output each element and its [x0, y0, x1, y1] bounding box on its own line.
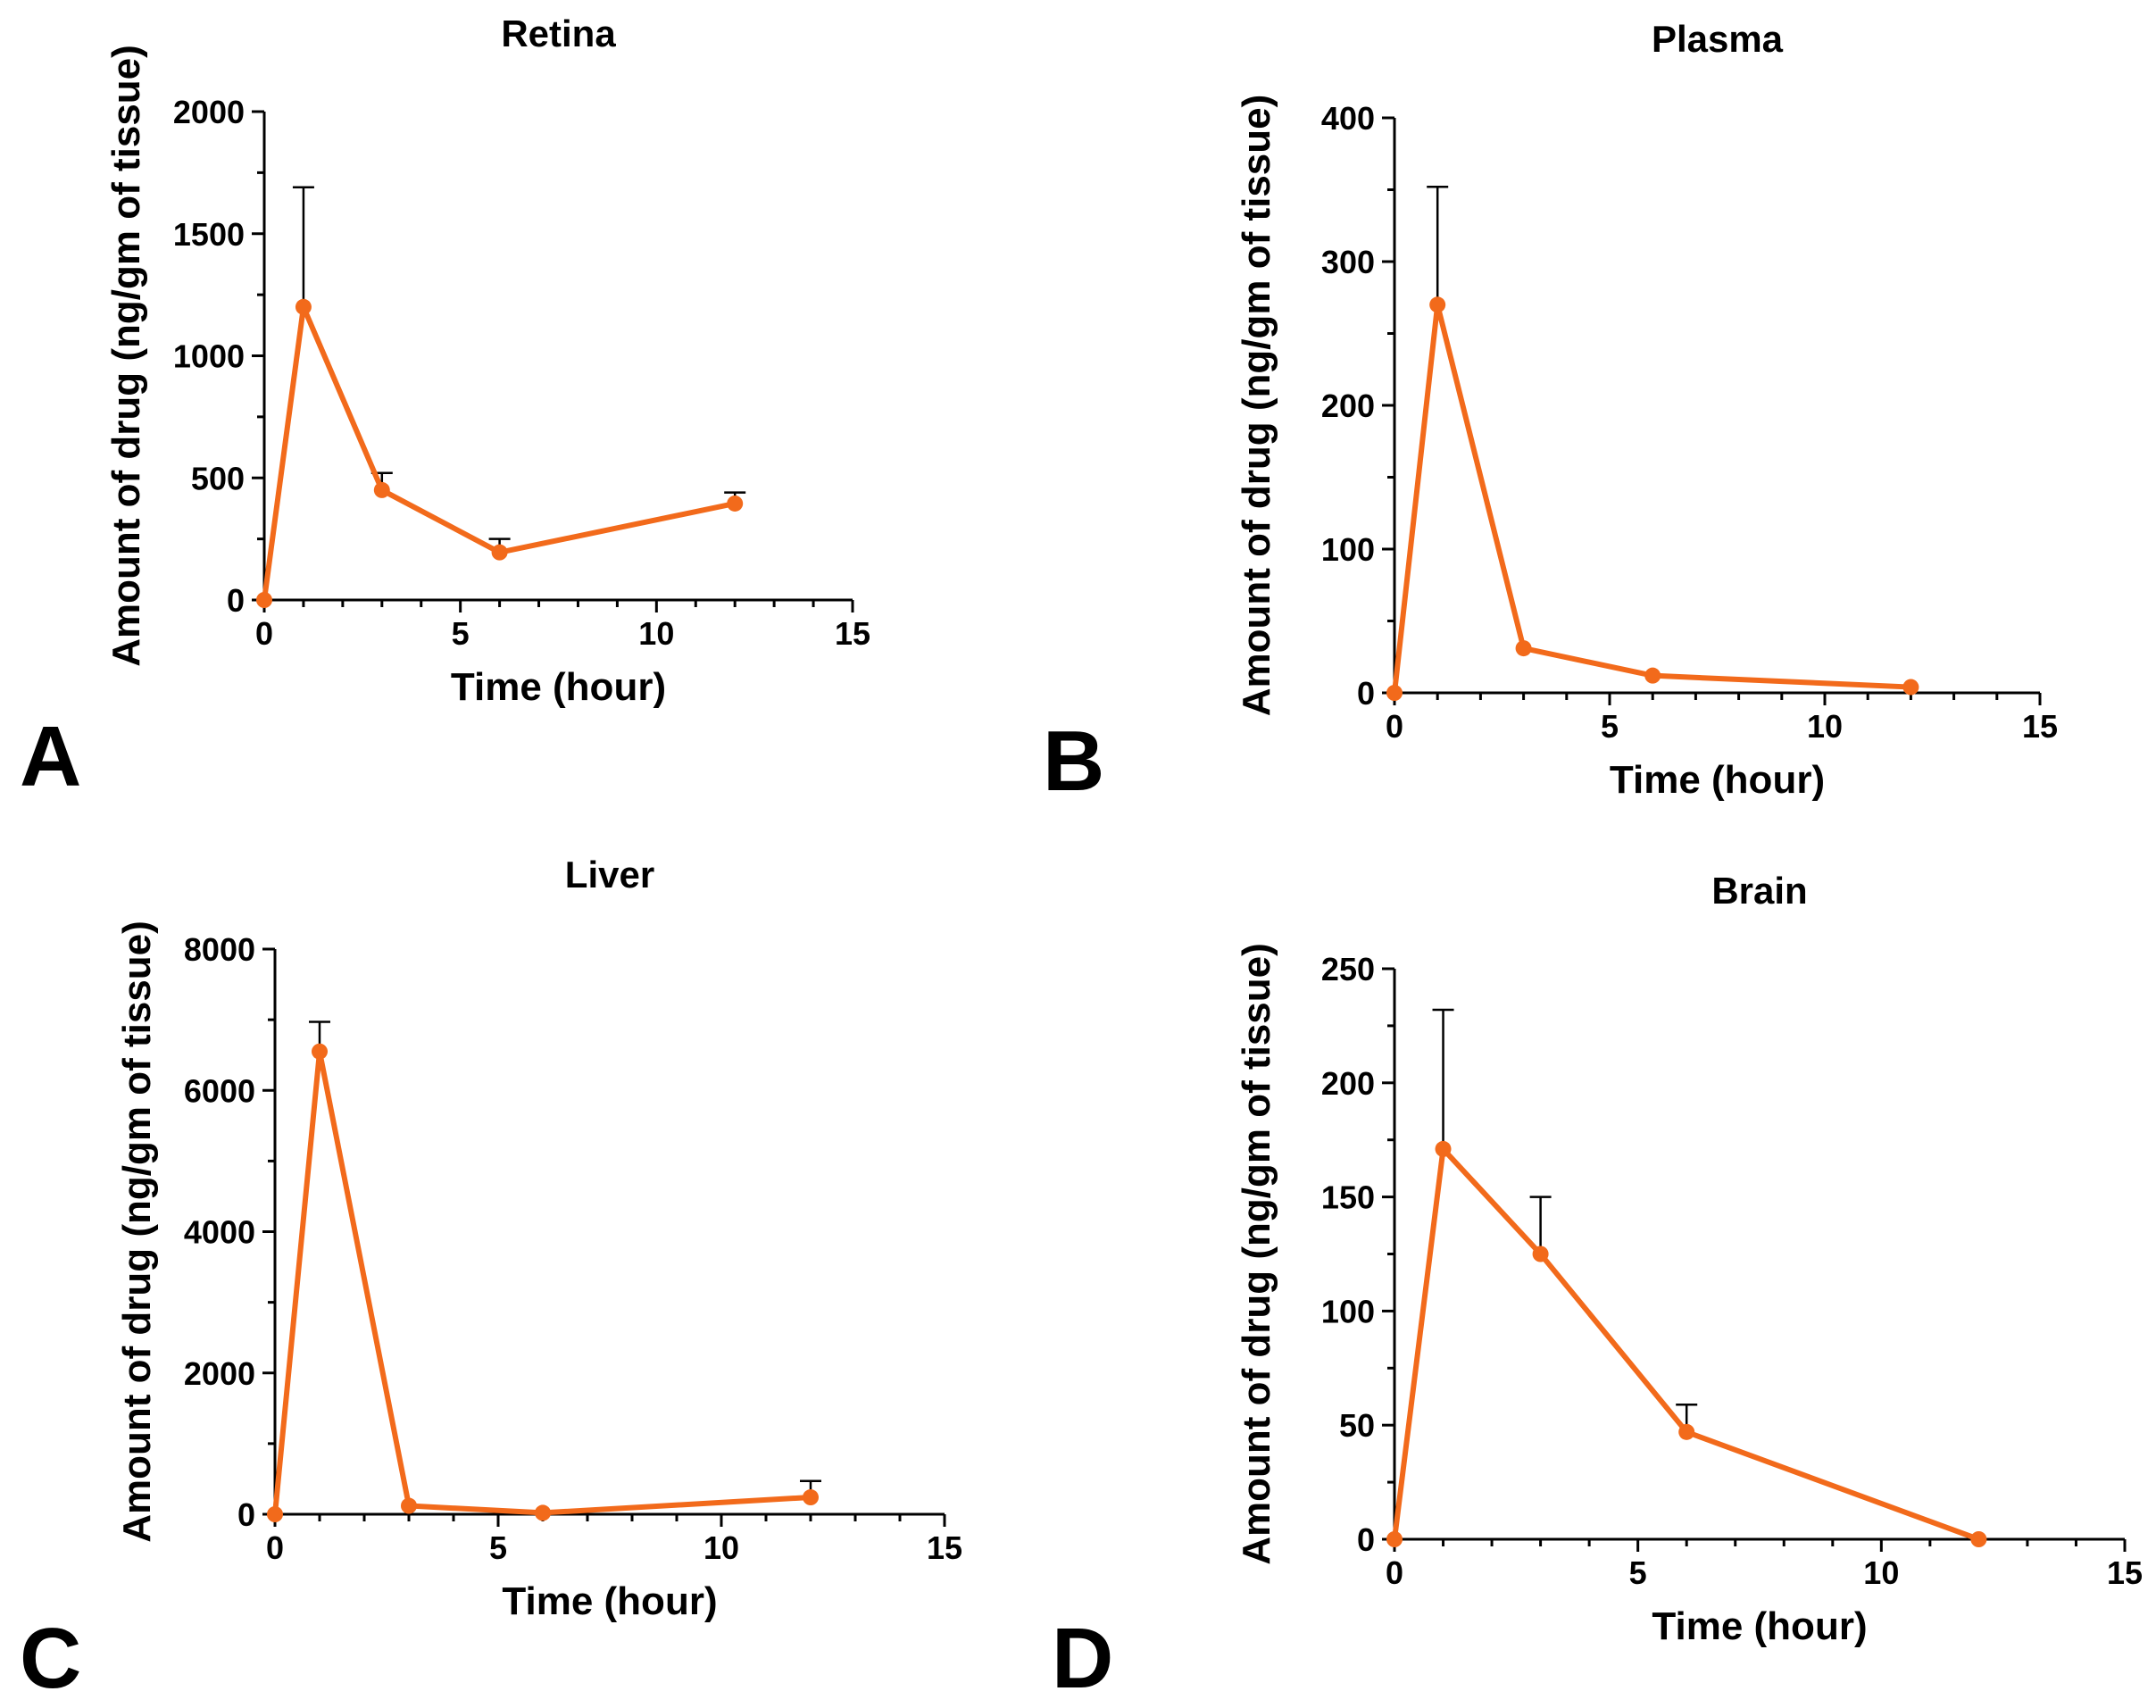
- data-point: [1386, 1531, 1403, 1547]
- x-tick-label: 15: [835, 615, 870, 652]
- series-line: [272, 1048, 812, 1516]
- data-point: [256, 592, 272, 608]
- y-axis-title: Amount of drug (ng/gm of tissue): [115, 921, 159, 1543]
- x-tick-label: 5: [1601, 708, 1619, 745]
- x-tick-label: 0: [1386, 708, 1403, 745]
- y-axis-title: Amount of drug (ng/gm of tissue): [1235, 95, 1278, 717]
- y-tick-label: 1500: [173, 216, 245, 253]
- series-line: [1392, 1146, 1980, 1542]
- chart-title: Plasma: [1652, 18, 1784, 60]
- x-tick-label: 0: [1386, 1554, 1403, 1591]
- y-tick-label: 0: [1357, 1521, 1375, 1558]
- data-point: [803, 1489, 819, 1506]
- chart-title: Retina: [501, 12, 616, 54]
- y-axis-title: Amount of drug (ng/gm of tissue): [104, 45, 148, 667]
- y-tick-label: 4000: [184, 1214, 255, 1251]
- y-tick-label: 100: [1321, 1293, 1375, 1329]
- panel-b-plasma-chart: 0 100 200 300 400 0 5 10 15 Time (hour) Amount of …: [1043, 18, 2058, 809]
- y-tick-label: 6000: [184, 1072, 255, 1109]
- series-line: [1392, 302, 1911, 694]
- y-tick-label: 250: [1321, 951, 1375, 987]
- x-tick-label: 5: [452, 615, 470, 652]
- data-point: [727, 495, 744, 512]
- y-tick-label: 200: [1321, 1065, 1375, 1102]
- x-tick-label: 10: [1863, 1554, 1899, 1591]
- data-point: [312, 1043, 328, 1060]
- y-tick-label: 2000: [173, 94, 245, 130]
- data-point: [1678, 1423, 1695, 1440]
- x-tick-label: 5: [489, 1529, 507, 1566]
- panel-letter: B: [1043, 713, 1104, 809]
- data-point: [1429, 296, 1446, 313]
- data-point: [1644, 667, 1661, 684]
- data-point: [491, 544, 508, 561]
- x-tick-label: 10: [703, 1529, 739, 1566]
- x-axis-title: Time (hour): [502, 1579, 717, 1623]
- panel-c-liver-chart: 0 2000 4000 6000 8000 0 5 10 15 Time (hour) Amount…: [20, 854, 962, 1706]
- y-tick-label: 500: [191, 460, 245, 496]
- chart-title: Brain: [1711, 870, 1807, 912]
- x-tick-label: 15: [2107, 1554, 2143, 1591]
- data-point: [295, 298, 312, 315]
- x-tick-label: 10: [638, 615, 674, 652]
- y-tick-label: 150: [1321, 1179, 1375, 1216]
- panel-letter: D: [1052, 1611, 1113, 1706]
- data-point: [1902, 679, 1919, 696]
- y-tick-label: 100: [1321, 531, 1375, 568]
- x-tick-label: 10: [1807, 708, 1843, 745]
- y-tick-label: 50: [1339, 1407, 1375, 1444]
- data-point: [1386, 685, 1403, 701]
- chart-title: Liver: [565, 854, 654, 896]
- panel-letter: A: [20, 709, 81, 804]
- y-tick-label: 0: [237, 1496, 255, 1533]
- data-point: [1970, 1531, 1987, 1547]
- x-axis-title: Time (hour): [451, 665, 666, 709]
- y-tick-label: 0: [227, 582, 245, 619]
- y-tick-label: 400: [1321, 100, 1375, 137]
- y-tick-label: 200: [1321, 387, 1375, 424]
- x-tick-label: 0: [266, 1529, 284, 1566]
- y-tick-label: 0: [1357, 675, 1375, 712]
- y-tick-label: 300: [1321, 244, 1375, 280]
- y-tick-label: 8000: [184, 931, 255, 968]
- x-tick-label: 5: [1629, 1554, 1647, 1591]
- data-point: [1515, 640, 1532, 657]
- data-point: [1435, 1140, 1452, 1157]
- data-point: [535, 1504, 551, 1521]
- panel-letter: C: [20, 1611, 81, 1706]
- panel-d-brain-chart: 0 50 100 150 200 250 0 5 10 15 Time (hour) Amount o…: [1052, 870, 2143, 1706]
- data-point: [373, 481, 390, 498]
- y-tick-label: 1000: [173, 338, 245, 375]
- data-point: [401, 1497, 417, 1514]
- y-axis-title: Amount of drug (ng/gm of tissue): [1235, 943, 1278, 1565]
- x-tick-label: 15: [2022, 708, 2058, 745]
- x-axis-title: Time (hour): [1610, 758, 1825, 802]
- x-tick-label: 15: [927, 1529, 962, 1566]
- panel-a-retina-chart: 0 500 1000 1500 2000 0 5 10 15 Time (hour) Amount …: [20, 12, 870, 804]
- x-axis-title: Time (hour): [1652, 1604, 1867, 1648]
- data-point: [267, 1506, 283, 1522]
- y-tick-label: 2000: [184, 1355, 255, 1392]
- x-tick-label: 0: [255, 615, 273, 652]
- data-point: [1532, 1246, 1549, 1262]
